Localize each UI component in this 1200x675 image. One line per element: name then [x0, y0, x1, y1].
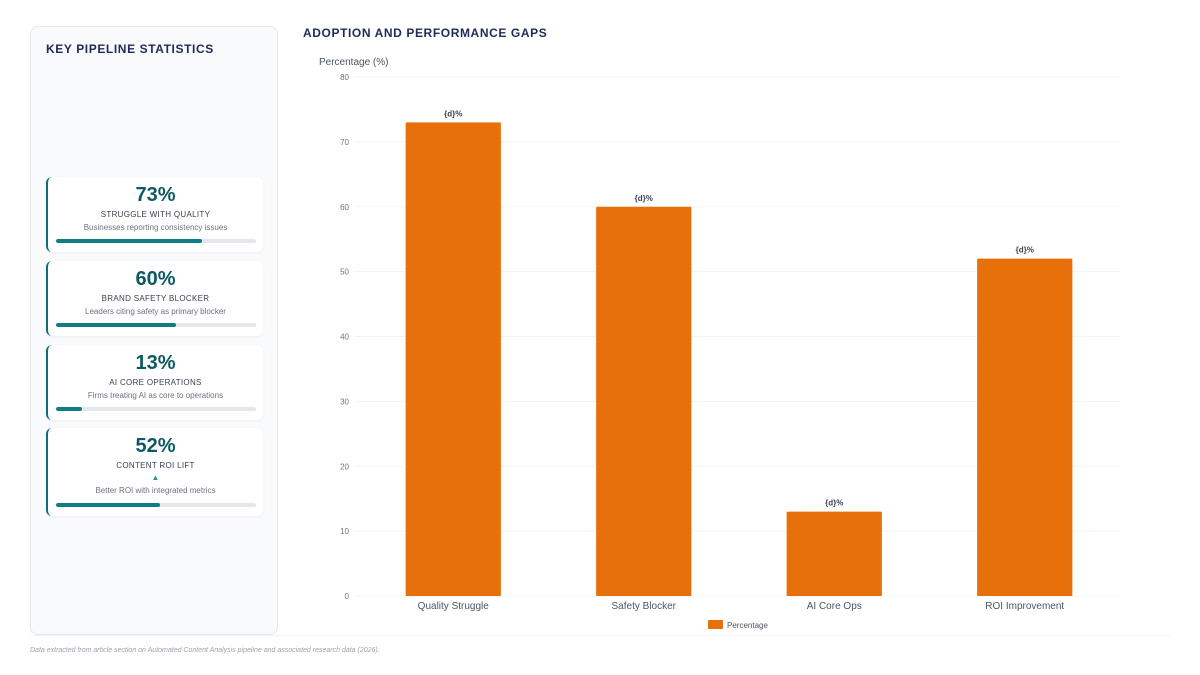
stat-progress-fill [56, 323, 176, 327]
chart-title: ADOPTION AND PERFORMANCE GAPS [303, 26, 548, 40]
y-tick-label: 60 [340, 203, 349, 212]
bar-chart: Percentage (%) 0 10 20 30 40 50 60 70 80 {d}% Quali… [319, 57, 1120, 630]
stat-card-ai-core: 13% AI CORE OPERATIONS Firms treating AI… [46, 345, 263, 420]
y-tick-label: 40 [340, 333, 349, 342]
stat-progress-fill [56, 503, 160, 507]
statistics-panel: KEY PIPELINE STATISTICS 73% STRUGGLE WIT… [30, 26, 278, 635]
up-triangle-icon: ▲ [151, 473, 160, 482]
stat-progress-track [56, 503, 256, 507]
y-tick-label: 30 [340, 397, 349, 406]
stat-label: STRUGGLE WITH QUALITY [100, 210, 211, 219]
y-tick-label: 80 [340, 73, 349, 82]
stat-progress-fill [56, 239, 202, 243]
y-tick-label: 0 [345, 592, 350, 601]
x-tick-label: ROI Improvement [985, 601, 1064, 612]
stat-progress-track [56, 407, 256, 411]
bar-data-label: {d}% [825, 499, 843, 508]
stat-progress-track [56, 323, 256, 327]
stat-card-brand-safety: 60% BRAND SAFETY BLOCKER Leaders citing … [46, 261, 263, 336]
bar [977, 258, 1073, 596]
bar [596, 206, 692, 596]
bar-data-label: {d}% [1016, 246, 1034, 255]
stat-value: 52% [135, 435, 176, 457]
legend-swatch [708, 620, 723, 629]
stat-description: Better ROI with integrated metrics [95, 486, 216, 495]
stat-card-quality: 73% STRUGGLE WITH QUALITY Businesses rep… [46, 177, 263, 252]
stat-description: Businesses reporting consistency issues [83, 223, 228, 232]
bar-data-label: {d}% [635, 194, 653, 203]
stat-progress-track [56, 239, 256, 243]
x-tick-label: AI Core Ops [807, 601, 862, 612]
stat-value: 60% [135, 268, 176, 290]
y-axis-title: Percentage (%) [319, 57, 388, 68]
stat-card-roi-lift: 52% CONTENT ROI LIFT ▲ Better ROI with i… [46, 428, 263, 516]
stat-description: Leaders citing safety as primary blocker [85, 307, 226, 316]
stat-label: BRAND SAFETY BLOCKER [101, 294, 210, 303]
stat-label: CONTENT ROI LIFT [116, 461, 195, 470]
stat-progress-fill [56, 407, 82, 411]
stat-value: 13% [135, 352, 176, 374]
panel-title: KEY PIPELINE STATISTICS [46, 42, 214, 56]
bar [786, 511, 882, 596]
footnote: Data extracted from article section on A… [30, 647, 380, 654]
x-tick-label: Quality Struggle [418, 601, 490, 612]
legend-label: Percentage [727, 621, 768, 630]
stat-value: 73% [135, 184, 176, 206]
y-tick-label: 70 [340, 138, 349, 147]
stat-label: AI CORE OPERATIONS [109, 378, 202, 387]
bar [405, 122, 501, 596]
x-tick-label: Safety Blocker [612, 601, 677, 612]
bar-data-label: {d}% [444, 109, 462, 118]
y-tick-label: 50 [340, 268, 349, 277]
footer-divider [30, 635, 1170, 636]
y-tick-label: 10 [340, 527, 349, 536]
y-tick-label: 20 [340, 462, 349, 471]
stat-description: Firms treating AI as core to operations [87, 391, 224, 400]
